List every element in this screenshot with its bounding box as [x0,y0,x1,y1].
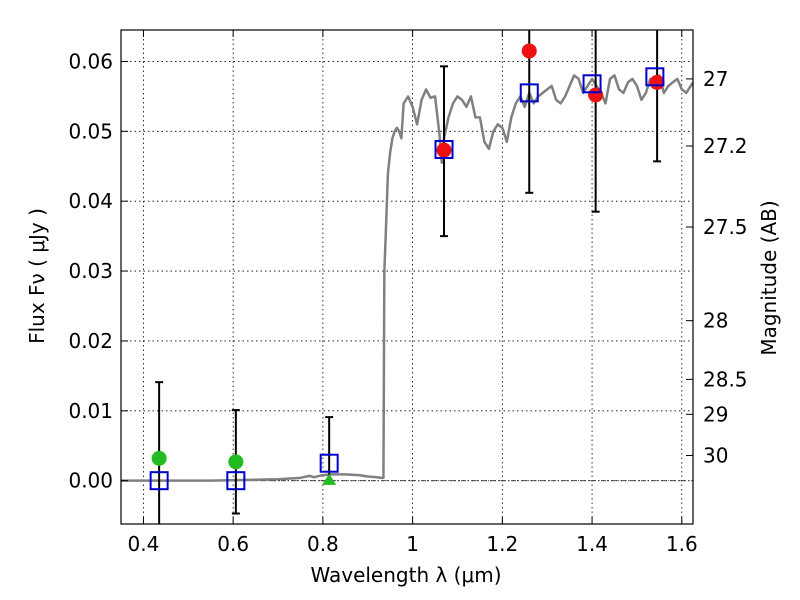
y2-tick-label-3: 28 [703,309,728,333]
observed-point-6 [649,74,665,90]
y-axis-title: Flux Fν ( μJy ) [25,208,49,344]
plot-frame [120,29,694,525]
y2-axis-title: Magnitude (AB) [757,200,781,355]
model-photometry-point-6 [645,67,665,87]
y-tick-label-3: 0.03 [68,259,113,283]
grid-layer [121,30,693,524]
y2-tick-label-6: 30 [703,444,728,468]
observed-point-1 [228,454,244,470]
model-photometry-point-5 [582,74,602,94]
y2-tick-label-0: 27 [703,67,728,91]
y-tick-label-4: 0.04 [68,189,113,213]
x-tick-label-6: 1.6 [666,532,698,556]
x-tick-label-2: 0.8 [307,532,339,556]
observed-point-5 [588,87,604,103]
model-spectrum-line [121,74,695,482]
model-photometry-point-3 [434,139,454,159]
spectrum-layer [121,74,695,482]
x-tick-label-1: 0.6 [217,532,249,556]
observed-point-4 [521,43,537,59]
observed-upper-limit-2 [322,473,337,485]
model-photometry-point-0 [149,471,169,491]
point-layer [149,43,665,491]
model-photometry-point-2 [319,453,339,473]
y2-tick-label-4: 28.5 [703,367,748,391]
y2-tick-label-5: 29 [703,402,728,426]
y-tick-label-2: 0.02 [68,329,113,353]
axis-layer: 0.4 0.6 0.8 1 1.2 1.4 1.6 0.00 0.01 0.02 0.03 0.04 0… [68,29,748,556]
y2-tick-label-1: 27.2 [703,134,748,158]
x-tick-label-4: 1.2 [486,532,518,556]
y-tick-label-1: 0.01 [68,399,113,423]
x-tick-label-5: 1.4 [576,532,608,556]
y-tick-label-5: 0.05 [68,119,113,143]
y2-tick-label-2: 27.5 [703,215,748,239]
observed-point-0 [151,450,167,466]
y-tick-label-0: 0.00 [68,469,113,493]
observed-point-3 [436,142,452,158]
x-tick-label-3: 1 [406,532,419,556]
x-axis-title: Wavelength λ (μm) [310,563,501,587]
model-photometry-point-4 [519,83,539,103]
model-photometry-point-1 [226,471,246,491]
x-tick-label-0: 0.4 [128,532,160,556]
y-tick-label-6: 0.06 [68,49,113,73]
errorbar-layer [155,30,662,524]
